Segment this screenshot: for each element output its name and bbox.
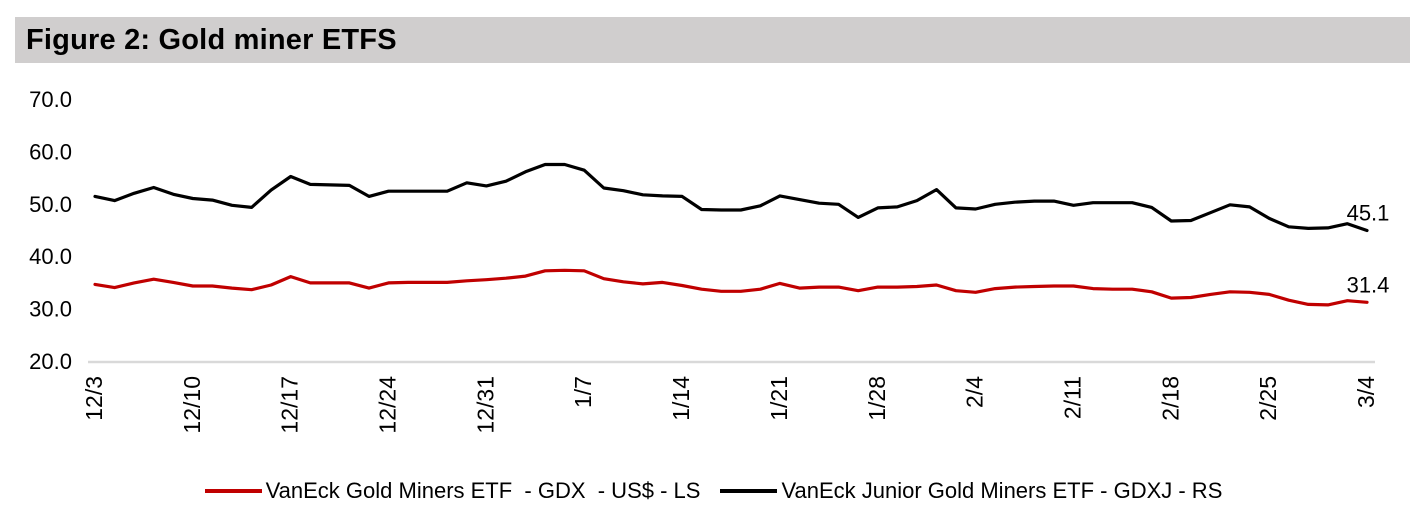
x-tick-label: 2/18 bbox=[1157, 376, 1183, 421]
x-tick-label: 2/11 bbox=[1060, 376, 1086, 419]
gdx-end-value-label: 31.4 bbox=[1347, 272, 1390, 297]
legend-swatch-gdxj-black-line bbox=[720, 489, 778, 493]
figure-title-bar: Figure 2: Gold miner ETFS bbox=[15, 17, 1410, 63]
x-tick-label: 1/7 bbox=[570, 376, 596, 408]
x-tick-label: 1/21 bbox=[766, 376, 792, 421]
chart-legend: VanEck Gold Miners ETF - GDX - US$ - LS … bbox=[0, 478, 1427, 504]
figure-title: Figure 2: Gold miner ETFS bbox=[26, 23, 397, 56]
x-tick-label: 12/31 bbox=[472, 376, 498, 434]
x-tick-label: 12/10 bbox=[179, 376, 205, 434]
gdxj-end-value-label: 45.1 bbox=[1347, 201, 1390, 226]
legend-label-gdx: VanEck Gold Miners ETF - GDX - US$ - LS bbox=[265, 478, 701, 503]
gdx-line bbox=[93, 268, 1369, 307]
x-tick-label: 2/25 bbox=[1255, 376, 1281, 421]
y-tick-label: 60.0 bbox=[29, 139, 72, 164]
x-tick-label: 12/3 bbox=[81, 376, 107, 421]
x-tick-label: 12/24 bbox=[375, 376, 401, 434]
x-tick-label: 1/14 bbox=[668, 376, 694, 421]
legend-item-gdxj: VanEck Junior Gold Miners ETF - GDXJ - R… bbox=[720, 478, 1222, 504]
x-tick-label: 1/28 bbox=[864, 376, 890, 421]
x-tick-label: 2/4 bbox=[962, 376, 988, 408]
x-tick-label: 3/4 bbox=[1353, 376, 1379, 408]
y-tick-label: 20.0 bbox=[29, 349, 72, 374]
y-tick-label: 30.0 bbox=[29, 297, 72, 322]
y-tick-label: 50.0 bbox=[29, 192, 72, 217]
y-tick-label: 70.0 bbox=[29, 87, 72, 112]
legend-item-gdx: VanEck Gold Miners ETF - GDX - US$ - LS bbox=[204, 478, 701, 504]
gdxj-line bbox=[93, 162, 1369, 233]
legend-swatch-gdx-red-line bbox=[204, 489, 262, 493]
y-tick-label: 40.0 bbox=[29, 244, 72, 269]
legend-label-gdxj: VanEck Junior Gold Miners ETF - GDXJ - R… bbox=[781, 478, 1223, 503]
x-tick-label: 12/17 bbox=[277, 376, 303, 434]
